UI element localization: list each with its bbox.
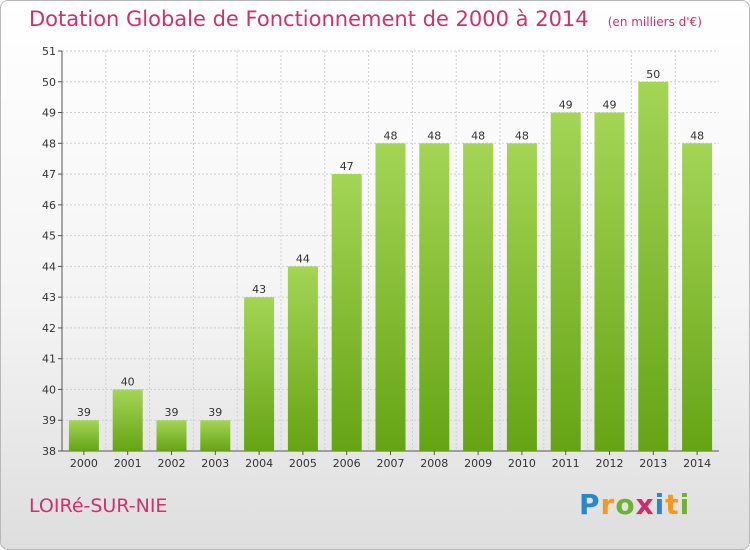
bar [682,143,713,452]
commune-name: LOIRé-SUR-NIE [29,495,168,517]
y-tick-label: 38 [42,445,56,458]
y-tick-label: 44 [42,260,56,273]
x-tick-label: 2014 [683,457,711,470]
chart-title-block: Dotation Globale de Fonctionnement de 20… [29,7,702,31]
data-label: 43 [252,283,266,296]
x-tick-label: 2013 [639,457,667,470]
bar [594,112,625,452]
bars [68,81,713,452]
bar [550,112,581,452]
chart-unit-label: (en milliers d'€) [607,15,702,29]
x-tick-label: 2005 [289,457,317,470]
data-label: 39 [165,406,179,419]
logo-letter: o [615,488,636,521]
x-tick-label: 2012 [596,457,624,470]
data-label: 39 [208,406,222,419]
y-tick-label: 46 [42,199,56,212]
x-tick-label: 2009 [464,457,492,470]
logo-letter: P [579,488,601,521]
data-label: 50 [646,68,660,81]
labels: 38 39 40 41 42 43 44 45 46 47 48 49 50 51 39 2000 40 2001… [42,45,711,470]
x-tick-label: 2003 [201,457,229,470]
bar [638,81,669,452]
data-label: 48 [515,129,529,142]
data-label: 49 [559,99,573,112]
bar [200,420,231,451]
logo-letter: i [679,488,691,521]
data-label: 48 [690,129,704,142]
bar [68,420,99,451]
bar [506,143,537,452]
x-tick-label: 2011 [552,457,580,470]
y-tick-label: 48 [42,137,56,150]
bar [156,420,187,451]
bar [375,143,406,452]
x-tick-label: 2001 [114,457,142,470]
bar [331,174,362,452]
bar [244,297,275,451]
data-label: 48 [427,129,441,142]
data-label: 48 [471,129,485,142]
x-tick-label: 2010 [508,457,536,470]
logo-letter: i [654,488,666,521]
y-tick-label: 51 [42,45,56,58]
data-label: 40 [121,375,135,388]
chart-title: Dotation Globale de Fonctionnement de 20… [29,7,589,31]
y-tick-label: 41 [42,353,56,366]
data-label: 39 [77,406,91,419]
y-tick-label: 50 [42,76,56,89]
logo-letter: x [635,488,655,521]
bar [287,266,318,451]
x-tick-label: 2002 [158,457,186,470]
x-tick-label: 2007 [377,457,405,470]
x-tick-label: 2000 [70,457,98,470]
y-tick-label: 47 [42,168,56,181]
y-tick-label: 45 [42,230,56,243]
x-tick-label: 2008 [420,457,448,470]
bar [112,389,143,451]
y-tick-label: 49 [42,107,56,120]
y-tick-label: 43 [42,291,56,304]
x-tick-label: 2006 [333,457,361,470]
logo-letter: r [600,488,616,521]
data-label: 49 [603,99,617,112]
y-tick-label: 42 [42,322,56,335]
logo-letter: t [665,488,680,521]
bar [463,143,494,452]
x-tick-label: 2004 [245,457,273,470]
data-label: 44 [296,252,310,265]
data-label: 47 [340,160,354,173]
y-tick-label: 40 [42,383,56,396]
bar [419,143,450,452]
data-label: 48 [384,129,398,142]
proxiti-logo[interactable]: Proxiti [579,488,690,521]
y-tick-label: 39 [42,414,56,427]
